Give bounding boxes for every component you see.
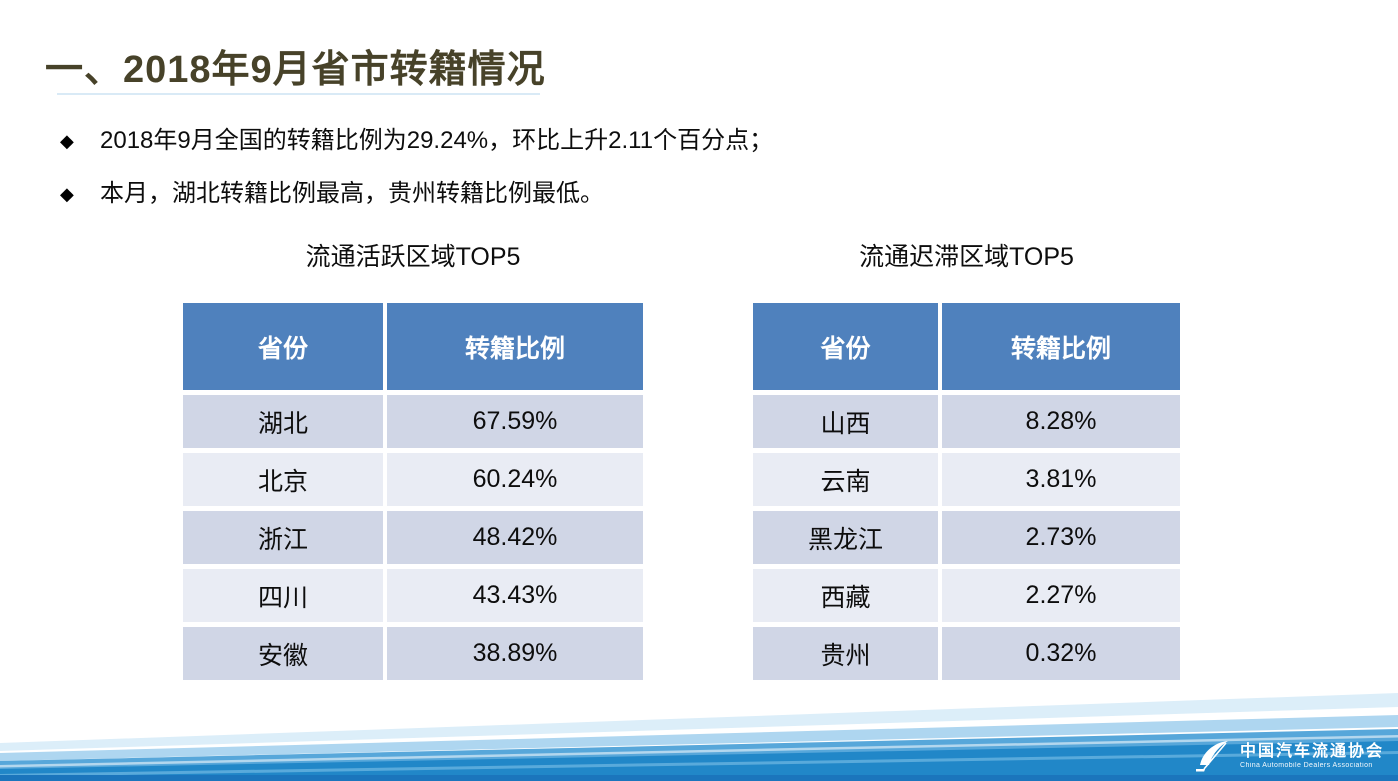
cell-province: 安徽 — [183, 627, 383, 680]
cell-province: 湖北 — [183, 395, 383, 448]
bullet-text: 2018年9月全国的转籍比例为29.24%，环比上升2.11个百分点； — [100, 127, 774, 154]
cell-province: 四川 — [183, 569, 383, 622]
cell-ratio: 0.32% — [942, 627, 1180, 680]
org-name-cn: 中国汽车流通协会 — [1239, 742, 1384, 760]
org-name-en: China Automobile Dealers Association — [1239, 761, 1373, 769]
cell-ratio: 67.59% — [387, 395, 643, 448]
org-logo: 中国汽车流通协会 China Automobile Dealers Associ… — [1195, 739, 1384, 773]
diamond-bullet-icon: ◆ — [60, 184, 74, 204]
cell-ratio: 3.81% — [942, 453, 1180, 506]
diamond-bullet-icon: ◆ — [60, 131, 74, 151]
cell-province: 云南 — [753, 453, 938, 506]
cell-province: 浙江 — [183, 511, 383, 564]
cell-ratio: 8.28% — [942, 395, 1180, 448]
cell-ratio: 60.24% — [387, 453, 643, 506]
title-underline — [57, 93, 540, 95]
column-header: 转籍比例 — [387, 303, 643, 390]
table-title-sluggish-regions: 流通迟滞区域TOP5 — [859, 243, 1074, 271]
column-header: 省份 — [183, 303, 383, 390]
cell-province: 北京 — [183, 453, 383, 506]
column-header: 省份 — [753, 303, 938, 390]
cada-logo-icon — [1195, 741, 1228, 772]
cell-ratio: 2.73% — [942, 511, 1180, 564]
org-name-block: 中国汽车流通协会 China Automobile Dealers Associ… — [1240, 743, 1384, 770]
cell-ratio: 2.27% — [942, 569, 1180, 622]
bullet-list: ◆ 2018年9月全国的转籍比例为29.24%，环比上升2.11个百分点； ◆ … — [60, 124, 1260, 230]
table-title-active-regions: 流通活跃区域TOP5 — [305, 243, 521, 271]
cell-ratio: 38.89% — [387, 627, 643, 680]
column-header: 转籍比例 — [942, 303, 1180, 390]
footer-wave-graphic — [0, 693, 1398, 781]
cell-ratio: 48.42% — [387, 511, 643, 564]
cell-province: 山西 — [753, 395, 938, 448]
cell-province: 贵州 — [753, 627, 938, 680]
table-sluggish-regions: 省份 转籍比例 山西 8.28% 云南 3.81% 黑龙江 2.73% 西藏 2… — [753, 303, 1180, 680]
page-title: 一、2018年9月省市转籍情况 — [45, 49, 546, 91]
footer-wave-band: 中国汽车流通协会 China Automobile Dealers Associ… — [0, 685, 1398, 781]
bullet-text: 本月，湖北转籍比例最高，贵州转籍比例最低。 — [100, 180, 604, 207]
cell-province: 黑龙江 — [753, 511, 938, 564]
bullet-item: ◆ 2018年9月全国的转籍比例为29.24%，环比上升2.11个百分点； — [60, 124, 1260, 158]
table-active-regions: 省份 转籍比例 湖北 67.59% 北京 60.24% 浙江 48.42% 四川… — [183, 303, 643, 680]
cell-province: 西藏 — [753, 569, 938, 622]
cell-ratio: 43.43% — [387, 569, 643, 622]
bullet-item: ◆ 本月，湖北转籍比例最高，贵州转籍比例最低。 — [60, 177, 1260, 211]
